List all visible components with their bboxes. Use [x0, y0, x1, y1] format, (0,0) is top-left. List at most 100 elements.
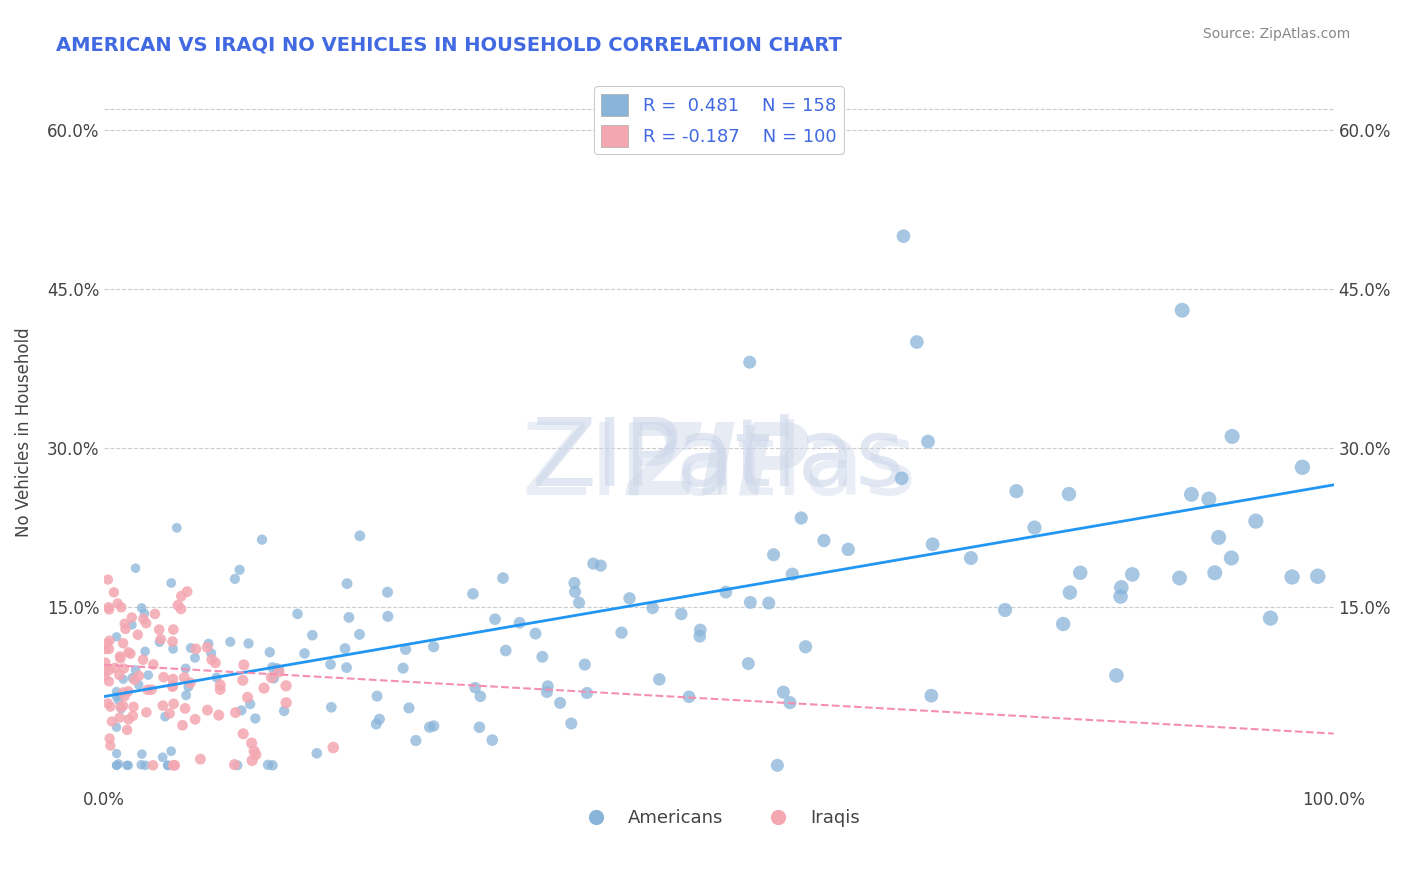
- Point: [301, 628, 323, 642]
- Point: [470, 690, 492, 704]
- Point: [960, 551, 983, 566]
- Point: [231, 703, 253, 717]
- Point: [737, 657, 759, 671]
- Point: [560, 716, 582, 731]
- Point: [94, 656, 117, 670]
- Point: [321, 700, 343, 714]
- Point: [117, 713, 139, 727]
- Point: [366, 689, 388, 703]
- Point: [1105, 668, 1128, 682]
- Point: [122, 699, 145, 714]
- Point: [257, 757, 280, 772]
- Point: [236, 690, 259, 705]
- Point: [259, 645, 281, 659]
- Point: [405, 733, 427, 747]
- Point: [762, 548, 785, 562]
- Point: [1005, 484, 1028, 499]
- Point: [464, 681, 486, 695]
- Point: [105, 747, 128, 761]
- Point: [790, 511, 813, 525]
- Point: [564, 584, 586, 599]
- Point: [156, 758, 179, 772]
- Point: [122, 709, 145, 723]
- Point: [114, 622, 136, 636]
- Point: [170, 589, 193, 603]
- Point: [1220, 551, 1243, 566]
- Point: [893, 229, 915, 244]
- Point: [461, 587, 484, 601]
- Point: [208, 708, 231, 723]
- Point: [205, 671, 228, 685]
- Point: [136, 668, 159, 682]
- Point: [156, 758, 179, 772]
- Point: [115, 758, 138, 772]
- Point: [267, 662, 290, 676]
- Point: [377, 609, 399, 624]
- Point: [253, 681, 276, 695]
- Point: [96, 636, 118, 650]
- Point: [582, 557, 605, 571]
- Point: [204, 656, 226, 670]
- Point: [97, 642, 120, 657]
- Point: [132, 653, 155, 667]
- Point: [112, 672, 135, 686]
- Point: [149, 632, 172, 647]
- Point: [238, 636, 260, 650]
- Point: [209, 678, 232, 692]
- Point: [128, 678, 150, 692]
- Point: [766, 758, 789, 772]
- Point: [162, 758, 184, 772]
- Point: [180, 640, 202, 655]
- Point: [758, 596, 780, 610]
- Text: ZIPatlas: ZIPatlas: [531, 414, 905, 507]
- Text: Source: ZipAtlas.com: Source: ZipAtlas.com: [1202, 27, 1350, 41]
- Point: [250, 533, 273, 547]
- Point: [174, 701, 197, 715]
- Point: [134, 607, 156, 621]
- Point: [121, 610, 143, 624]
- Point: [267, 665, 290, 679]
- Point: [1204, 566, 1226, 580]
- Point: [1168, 571, 1191, 585]
- Point: [574, 657, 596, 672]
- Point: [509, 615, 531, 630]
- Point: [422, 640, 444, 654]
- Point: [94, 642, 117, 657]
- Point: [148, 623, 170, 637]
- Point: [108, 710, 131, 724]
- Point: [782, 567, 804, 582]
- Point: [117, 758, 139, 772]
- Point: [172, 718, 194, 732]
- Point: [135, 706, 157, 720]
- Point: [97, 674, 120, 689]
- Point: [163, 758, 186, 772]
- Point: [105, 684, 128, 698]
- Point: [232, 657, 254, 672]
- Point: [738, 355, 761, 369]
- Point: [890, 471, 912, 485]
- Point: [1069, 566, 1091, 580]
- Point: [813, 533, 835, 548]
- Point: [1208, 530, 1230, 544]
- Point: [159, 706, 181, 721]
- Point: [564, 576, 586, 591]
- Point: [114, 689, 136, 703]
- Point: [779, 696, 801, 710]
- Point: [917, 434, 939, 449]
- Point: [219, 635, 242, 649]
- Point: [120, 647, 142, 661]
- Point: [994, 603, 1017, 617]
- Point: [176, 584, 198, 599]
- Point: [1109, 590, 1132, 604]
- Point: [117, 645, 139, 659]
- Point: [1306, 569, 1329, 583]
- Point: [167, 599, 190, 613]
- Point: [1220, 429, 1243, 443]
- Point: [112, 661, 135, 675]
- Point: [495, 643, 517, 657]
- Point: [162, 679, 184, 693]
- Point: [678, 690, 700, 704]
- Point: [245, 747, 267, 762]
- Point: [905, 334, 928, 349]
- Point: [349, 627, 371, 641]
